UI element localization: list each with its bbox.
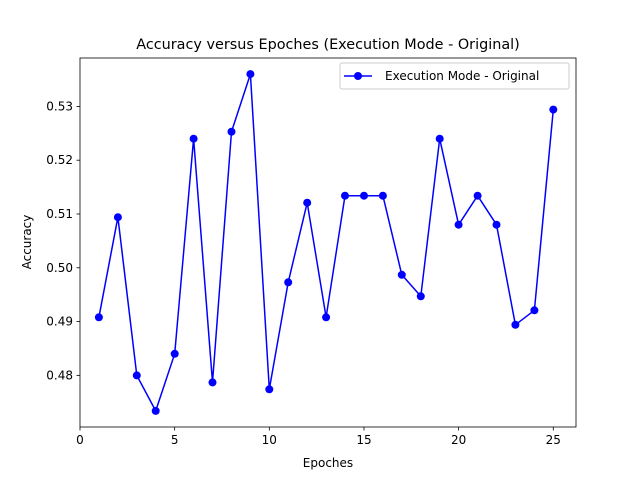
data-point	[132, 371, 141, 380]
legend: Execution Mode - Original	[339, 62, 570, 90]
data-point	[416, 292, 425, 301]
x-tick-label: 25	[546, 433, 561, 447]
series-line	[98, 73, 555, 412]
data-point	[397, 270, 406, 279]
x-axis-ticks: 0 5 10 15 20 25	[76, 427, 561, 447]
data-point	[454, 220, 463, 229]
data-point	[151, 406, 160, 415]
legend-marker-sample	[354, 72, 362, 80]
data-point	[94, 313, 103, 322]
y-tick-label: 0.48	[46, 368, 73, 382]
data-point	[284, 278, 293, 287]
data-point	[303, 198, 312, 207]
data-point	[511, 320, 520, 329]
data-point	[208, 378, 217, 387]
y-tick-label: 0.52	[46, 153, 73, 167]
y-tick-label: 0.49	[46, 315, 73, 329]
data-point	[549, 105, 558, 114]
data-point	[378, 191, 387, 200]
y-tick-label: 0.51	[46, 207, 73, 221]
data-point	[360, 191, 368, 200]
legend-series-label: Execution Mode - Original	[385, 69, 539, 83]
data-point	[473, 191, 482, 200]
chart-title: Accuracy versus Epoches (Execution Mode …	[136, 37, 520, 53]
data-point	[227, 127, 236, 136]
plot-area-frame	[79, 57, 577, 428]
data-point	[492, 220, 501, 229]
x-axis-label: Epoches	[303, 456, 353, 470]
series-points	[94, 70, 558, 415]
x-tick-label: 10	[262, 433, 277, 447]
y-axis-label: Accuracy	[20, 215, 34, 270]
x-tick-label: 5	[171, 433, 179, 447]
y-axis-ticks: 0.48 0.49 0.50 0.51 0.52 0.53	[46, 99, 80, 382]
y-tick-label: 0.53	[46, 99, 73, 113]
data-point	[113, 213, 122, 222]
x-tick-label: 15	[356, 433, 371, 447]
data-point	[530, 306, 539, 315]
data-point	[435, 134, 444, 143]
data-point	[341, 191, 349, 200]
legend-box	[339, 62, 570, 90]
data-point	[322, 313, 331, 322]
data-point	[189, 134, 198, 143]
x-tick-label: 0	[76, 433, 84, 447]
data-point	[170, 349, 179, 358]
y-tick-label: 0.50	[46, 261, 73, 275]
data-point	[265, 385, 274, 394]
data-point	[246, 70, 255, 79]
x-tick-label: 20	[451, 433, 466, 447]
